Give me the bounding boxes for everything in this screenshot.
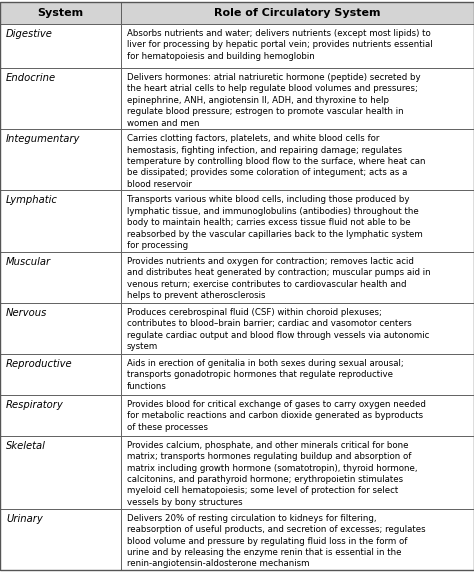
Bar	[121, 190, 474, 252]
Bar	[121, 129, 474, 190]
Bar	[121, 2, 474, 24]
Bar	[0, 2, 121, 24]
Bar	[121, 436, 474, 509]
Text: Delivers 20% of resting circulation to kidneys for filtering,
reabsorption of us: Delivers 20% of resting circulation to k…	[127, 514, 426, 569]
Text: System: System	[37, 8, 83, 18]
Text: Urinary: Urinary	[6, 514, 43, 524]
Bar	[121, 24, 474, 68]
Text: Skeletal: Skeletal	[6, 440, 46, 451]
Text: Absorbs nutrients and water; delivers nutrients (except most lipids) to
liver fo: Absorbs nutrients and water; delivers nu…	[127, 29, 432, 61]
Bar	[0, 24, 121, 68]
Bar	[0, 129, 121, 190]
Text: Provides nutrients and oxygen for contraction; removes lactic acid
and distribut: Provides nutrients and oxygen for contra…	[127, 257, 430, 300]
Bar	[121, 395, 474, 436]
Bar	[0, 436, 121, 509]
Text: Produces cerebrospinal fluid (CSF) within choroid plexuses;
contributes to blood: Produces cerebrospinal fluid (CSF) withi…	[127, 308, 429, 351]
Text: Lymphatic: Lymphatic	[6, 196, 58, 205]
Text: Transports various white blood cells, including those produced by
lymphatic tiss: Transports various white blood cells, in…	[127, 196, 423, 250]
Bar	[121, 68, 474, 129]
Bar	[0, 68, 121, 129]
Bar	[0, 252, 121, 303]
Text: Role of Circulatory System: Role of Circulatory System	[214, 8, 381, 18]
Text: Provides calcium, phosphate, and other minerals critical for bone
matrix; transp: Provides calcium, phosphate, and other m…	[127, 440, 418, 507]
Text: Endocrine: Endocrine	[6, 73, 56, 83]
Text: Digestive: Digestive	[6, 29, 53, 39]
Text: Nervous: Nervous	[6, 308, 47, 318]
Text: Integumentary: Integumentary	[6, 134, 81, 144]
Bar	[121, 252, 474, 303]
Text: Respiratory: Respiratory	[6, 400, 64, 410]
Text: Provides blood for critical exchange of gases to carry oxygen needed
for metabol: Provides blood for critical exchange of …	[127, 400, 426, 432]
Bar	[0, 303, 121, 354]
Bar	[0, 190, 121, 252]
Text: Muscular: Muscular	[6, 257, 51, 267]
Text: Reproductive: Reproductive	[6, 359, 73, 369]
Bar	[0, 354, 121, 395]
Text: Aids in erection of genitalia in both sexes during sexual arousal;
transports go: Aids in erection of genitalia in both se…	[127, 359, 404, 391]
Text: Carries clotting factors, platelets, and white blood cells for
hemostasis, fight: Carries clotting factors, platelets, and…	[127, 134, 425, 189]
Bar	[121, 509, 474, 570]
Bar	[121, 354, 474, 395]
Bar	[121, 303, 474, 354]
Bar	[0, 509, 121, 570]
Bar	[0, 395, 121, 436]
Text: Delivers hormones: atrial natriuretic hormone (peptide) secreted by
the heart at: Delivers hormones: atrial natriuretic ho…	[127, 73, 420, 128]
